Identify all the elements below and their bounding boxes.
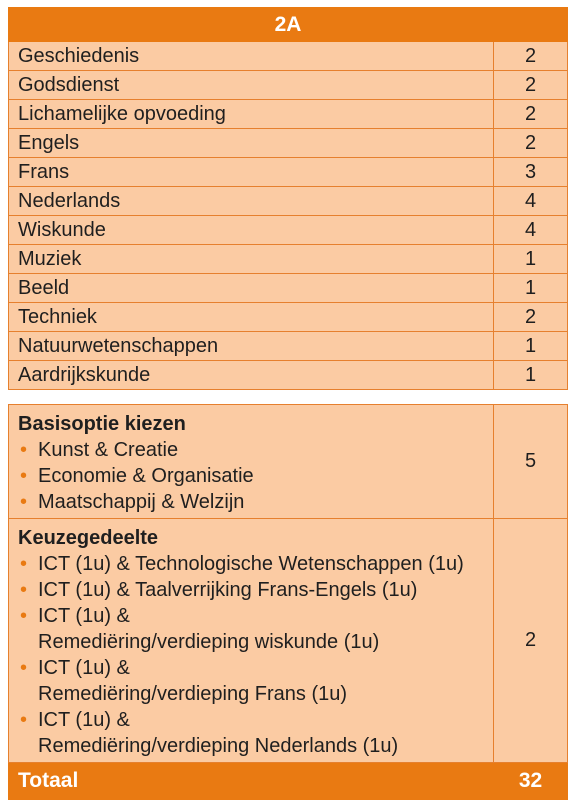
table-header-row: 2A xyxy=(8,7,568,42)
option-text: ICT (1u) & Taalverrijking Frans-Engels (… xyxy=(38,579,418,601)
option-item: • ICT (1u) & Remediëring/verdieping Nederl… xyxy=(18,707,493,759)
subject-name: Muziek xyxy=(8,244,494,274)
subject-hours: 1 xyxy=(493,331,568,361)
bullet-icon: • xyxy=(20,465,28,487)
subject-row: Geschiedenis 2 xyxy=(8,41,568,71)
subject-row: Godsdienst 2 xyxy=(8,70,568,100)
subject-name: Engels xyxy=(8,128,494,158)
option-text: Kunst & Creatie xyxy=(38,439,179,461)
keuzegedeelte-cell: Keuzegedeelte • ICT (1u) & Technologische… xyxy=(8,518,494,763)
subject-name: Geschiedenis xyxy=(8,41,494,71)
bullet-icon: • xyxy=(20,709,28,731)
basisoptie-title: Basisoptie kiezen xyxy=(18,413,186,435)
subject-hours: 2 xyxy=(493,41,568,71)
total-label: Totaal xyxy=(8,762,494,800)
options-table: Basisoptie kiezen • Kunst & Creatie • Econo… xyxy=(8,404,568,800)
subject-hours: 1 xyxy=(493,244,568,274)
bullet-icon: • xyxy=(20,605,28,627)
total-row: Totaal 32 xyxy=(8,762,568,800)
basisoptie-list: • Kunst & Creatie • Economie & Organisatie •… xyxy=(18,437,493,515)
option-text: Remediëring/verdieping Frans (1u) xyxy=(38,683,348,705)
option-text: ICT (1u) & xyxy=(38,657,130,679)
option-item: • Economie & Organisatie xyxy=(18,463,493,489)
subject-name: Lichamelijke opvoeding xyxy=(8,99,494,129)
keuzegedeelte-title: Keuzegedeelte xyxy=(18,527,159,549)
subject-hours: 3 xyxy=(493,157,568,187)
keuzegedeelte-row: Keuzegedeelte • ICT (1u) & Technologische… xyxy=(8,518,568,763)
subject-row: Natuurwetenschappen 1 xyxy=(8,331,568,361)
option-item: • ICT (1u) & Remediëring/verdieping wiskun… xyxy=(18,603,493,655)
subject-row: Muziek 1 xyxy=(8,244,568,274)
total-hours: 32 xyxy=(493,762,568,800)
subject-row: Nederlands 4 xyxy=(8,186,568,216)
bullet-icon: • xyxy=(20,553,28,575)
option-item: • ICT (1u) & Technologische Wetenschappen… xyxy=(18,551,493,577)
subject-name: Beeld xyxy=(8,273,494,303)
subject-row: Beeld 1 xyxy=(8,273,568,303)
keuzegedeelte-list: • ICT (1u) & Technologische Wetenschappen… xyxy=(18,551,493,759)
subject-row: Techniek 2 xyxy=(8,302,568,332)
subject-hours: 4 xyxy=(493,186,568,216)
class-title: 2A xyxy=(8,7,568,42)
subject-row: Aardrijkskunde 1 xyxy=(8,360,568,390)
option-item: • ICT (1u) & Remediëring/verdieping Frans … xyxy=(18,655,493,707)
bullet-icon: • xyxy=(20,579,28,601)
option-text: ICT (1u) & xyxy=(38,709,130,731)
subject-hours: 4 xyxy=(493,215,568,245)
option-item: • Kunst & Creatie xyxy=(18,437,493,463)
option-text: Remediëring/verdieping Nederlands (1u) xyxy=(38,735,399,757)
option-text: ICT (1u) & Technologische Wetenschappen … xyxy=(38,553,464,575)
subject-hours: 2 xyxy=(493,128,568,158)
subject-row: Engels 2 xyxy=(8,128,568,158)
subject-hours: 2 xyxy=(493,70,568,100)
basisoptie-row: Basisoptie kiezen • Kunst & Creatie • Econo… xyxy=(8,404,568,519)
option-item: • ICT (1u) & Taalverrijking Frans-Engels … xyxy=(18,577,493,603)
subject-hours: 1 xyxy=(493,273,568,303)
subject-row: Wiskunde 4 xyxy=(8,215,568,245)
subjects-table: 2A Geschiedenis 2 Godsdienst 2 Lichamelijke … xyxy=(8,7,568,390)
subject-name: Natuurwetenschappen xyxy=(8,331,494,361)
subject-hours: 1 xyxy=(493,360,568,390)
option-text: Economie & Organisatie xyxy=(38,465,254,487)
subject-name: Frans xyxy=(8,157,494,187)
bullet-icon: • xyxy=(20,439,28,461)
option-text: Maatschappij & Welzijn xyxy=(38,491,245,513)
basisoptie-hours: 5 xyxy=(493,404,568,519)
subject-row: Frans 3 xyxy=(8,157,568,187)
subject-name: Godsdienst xyxy=(8,70,494,100)
keuzegedeelte-hours: 2 xyxy=(493,518,568,763)
subject-name: Aardrijkskunde xyxy=(8,360,494,390)
basisoptie-cell: Basisoptie kiezen • Kunst & Creatie • Econo… xyxy=(8,404,494,519)
subject-name: Nederlands xyxy=(8,186,494,216)
option-text: Remediëring/verdieping wiskunde (1u) xyxy=(38,631,380,653)
bullet-icon: • xyxy=(20,657,28,679)
subject-hours: 2 xyxy=(493,99,568,129)
subject-hours: 2 xyxy=(493,302,568,332)
option-item: • Maatschappij & Welzijn xyxy=(18,489,493,515)
bullet-icon: • xyxy=(20,491,28,513)
subject-name: Wiskunde xyxy=(8,215,494,245)
subject-row: Lichamelijke opvoeding 2 xyxy=(8,99,568,129)
option-text: ICT (1u) & xyxy=(38,605,130,627)
subject-name: Techniek xyxy=(8,302,494,332)
